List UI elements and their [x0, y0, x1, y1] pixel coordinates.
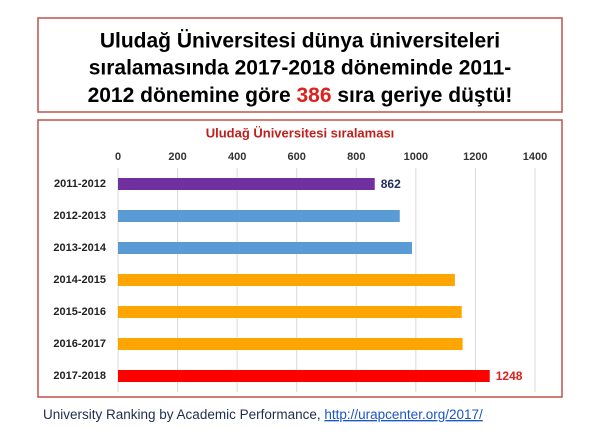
bar — [118, 178, 375, 190]
bar — [118, 338, 463, 350]
bar — [118, 274, 455, 286]
y-tick-label: 2016-2017 — [53, 338, 106, 350]
headline-line: 2012 dönemine göre 386 sıra geriye düştü… — [88, 84, 513, 107]
y-tick-label: 2014-2015 — [53, 274, 106, 286]
chart-title: Uludağ Üniversitesi sıralaması — [206, 125, 395, 140]
x-tick-label: 400 — [228, 151, 246, 163]
x-tick-label: 1200 — [463, 151, 487, 163]
bar — [118, 242, 412, 254]
headline-line: Uludağ Üniversitesi dünya üniversiteleri — [100, 30, 500, 53]
headline-box — [37, 17, 563, 113]
x-tick-label: 800 — [347, 151, 365, 163]
y-tick-label: 2017-2018 — [53, 370, 106, 382]
y-tick-label: 2013-2014 — [53, 242, 106, 254]
headline-line: sıralamasında 2017-2018 döneminde 2011- — [89, 57, 512, 80]
plot: 0 200 400 600 800 1000 1200 1400 2011-2012 862 201… — [53, 151, 547, 392]
chart-box — [37, 119, 563, 398]
x-tick-label: 0 — [115, 151, 121, 163]
bar — [118, 370, 490, 382]
headline-number: 386 — [296, 84, 331, 107]
footer: University Ranking by Academic Performan… — [43, 407, 483, 422]
headline-text: 2012 dönemine göre — [88, 84, 297, 107]
x-tick-label: 200 — [168, 151, 186, 163]
value-label: 862 — [381, 177, 401, 191]
x-tick-label: 1400 — [523, 151, 547, 163]
bar — [118, 306, 462, 318]
y-tick-label: 2011-2012 — [54, 178, 106, 190]
footer-text: University Ranking by Academic Performan… — [43, 407, 324, 422]
headline-text: sıra geriye düştü! — [332, 84, 513, 107]
y-tick-label: 2015-2016 — [53, 306, 106, 318]
x-tick-label: 1000 — [404, 151, 428, 163]
footer-link[interactable]: http://urapcenter.org/2017/ — [324, 407, 483, 422]
y-tick-label: 2012-2013 — [53, 210, 106, 222]
bar — [118, 210, 400, 222]
value-label: 1248 — [496, 369, 523, 383]
x-tick-label: 600 — [288, 151, 306, 163]
